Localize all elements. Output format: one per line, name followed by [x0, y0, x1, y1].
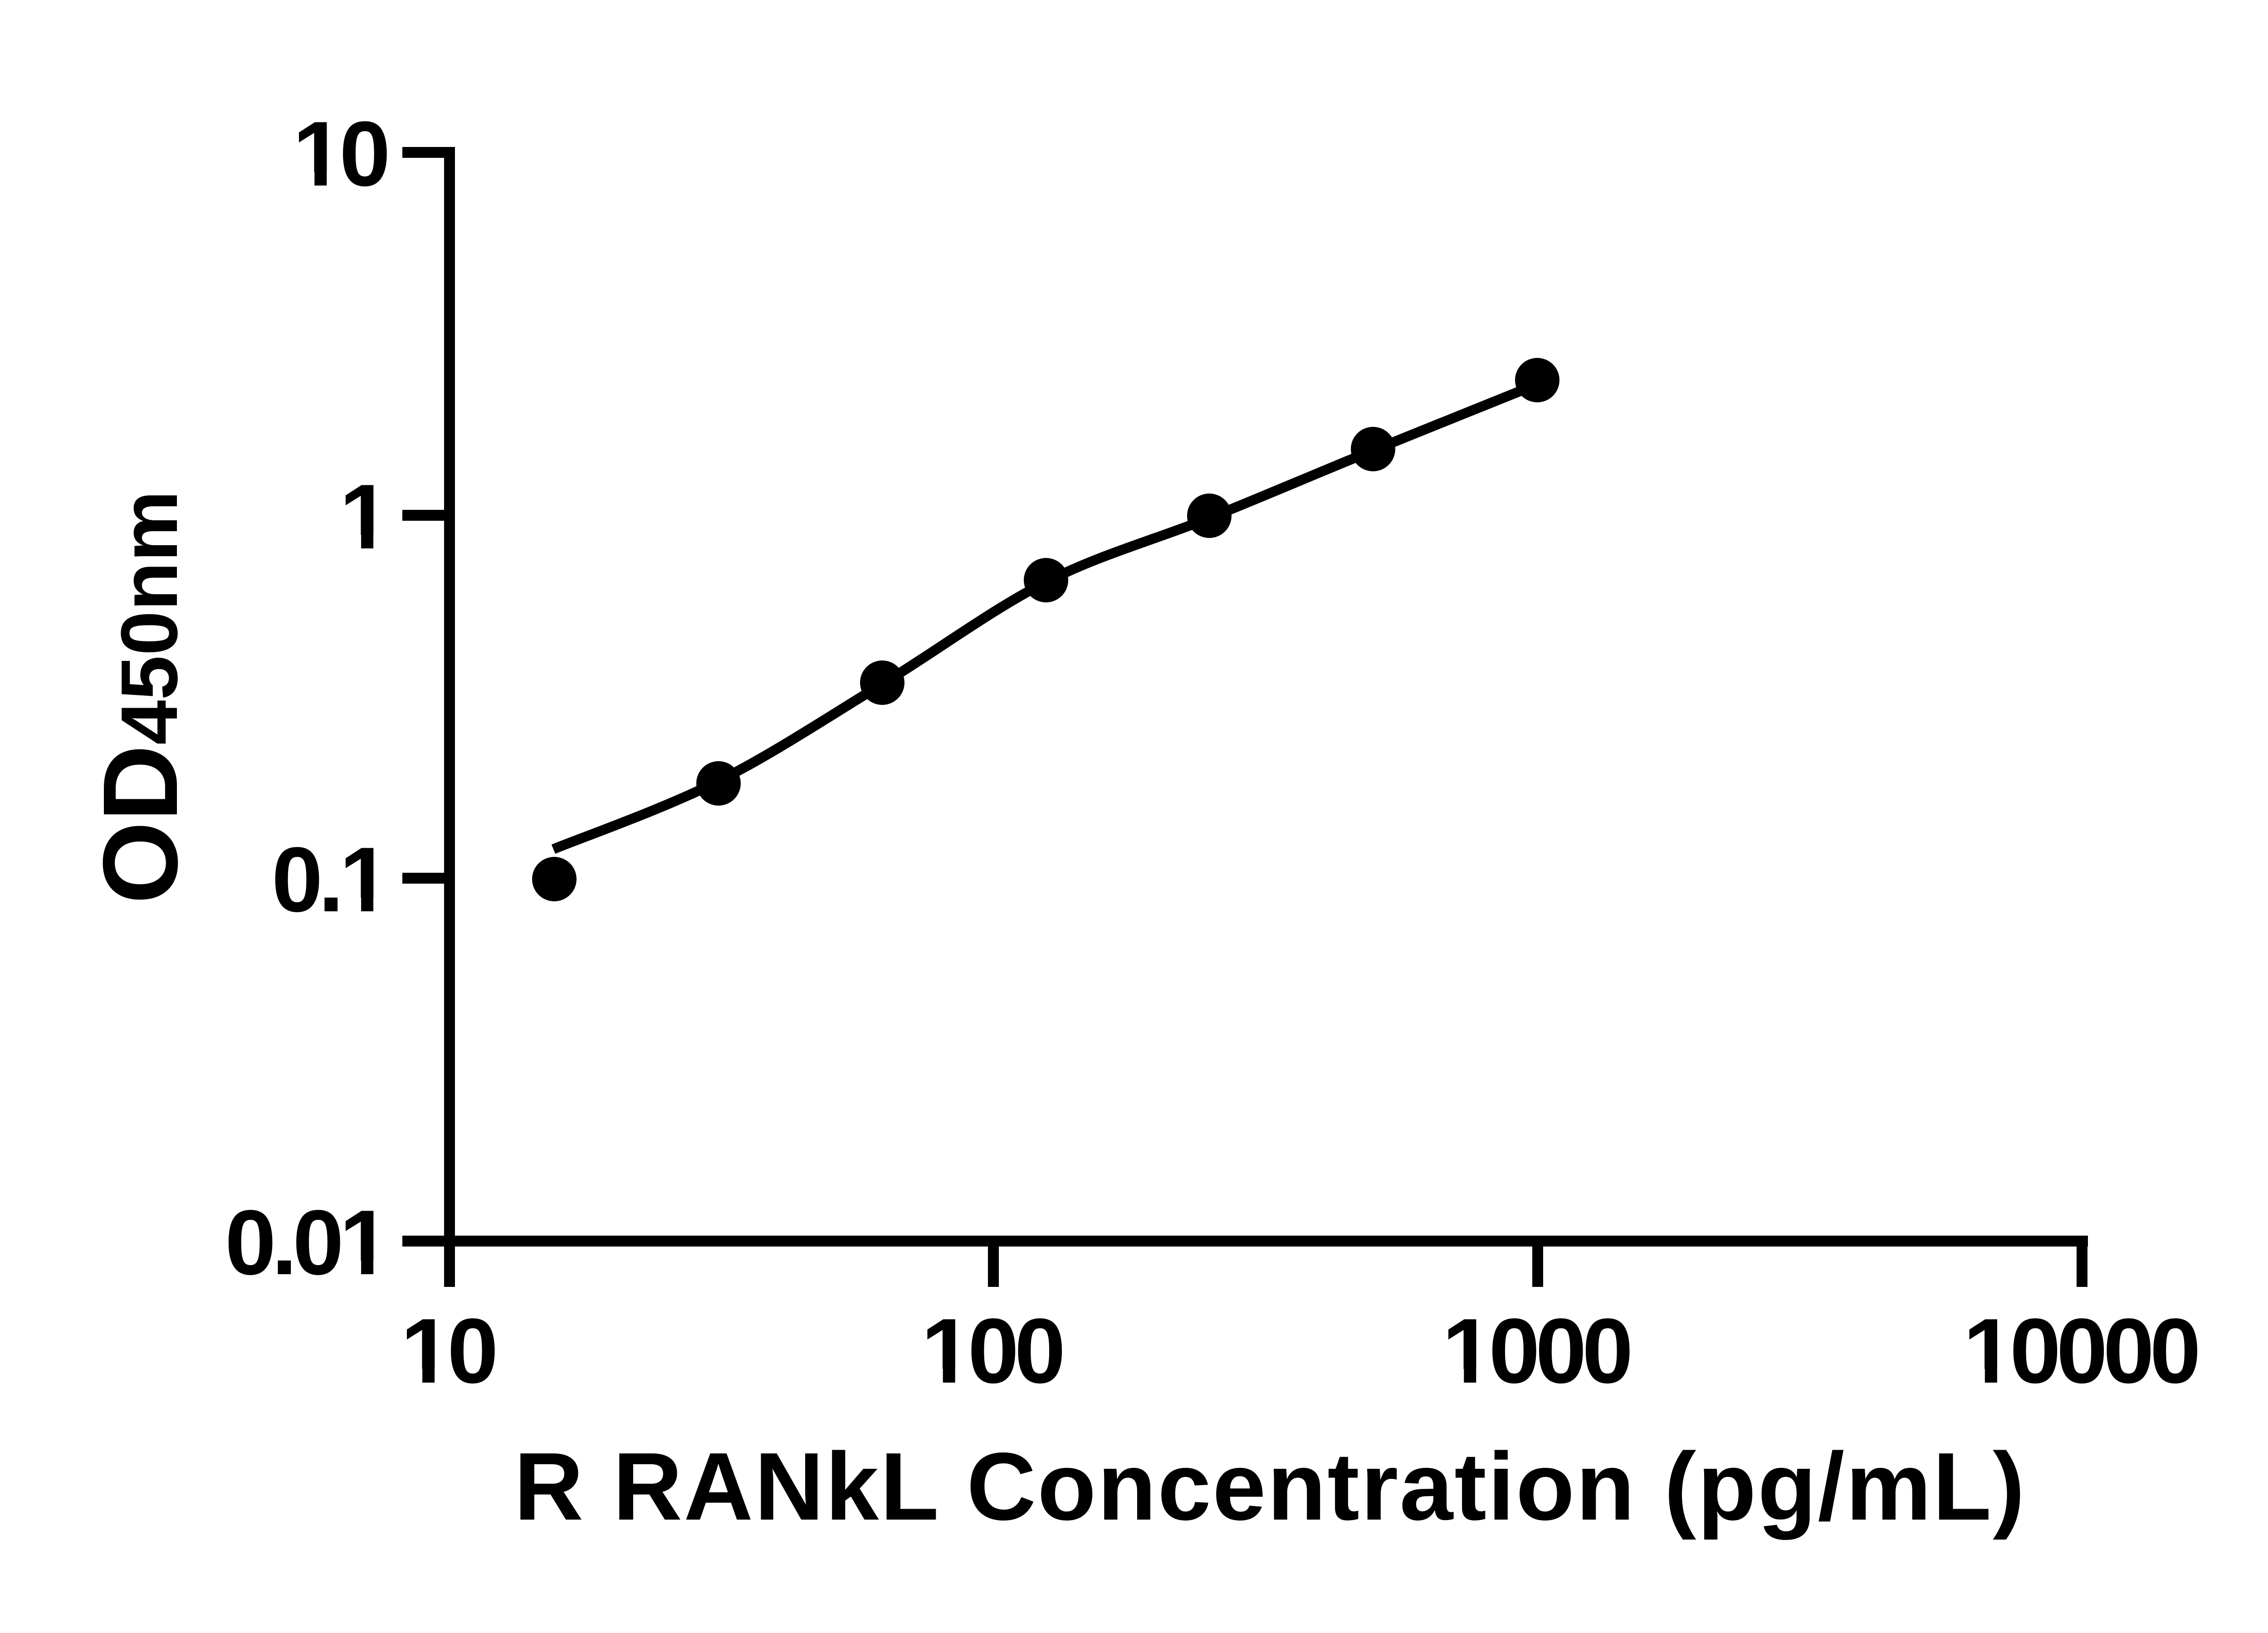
svg-text:10000: 10000 [1963, 1300, 2198, 1403]
svg-text:OD450nm: OD450nm [81, 490, 200, 904]
svg-text:1000: 1000 [1442, 1300, 1630, 1403]
svg-text:1: 1 [339, 465, 388, 568]
svg-text:10: 10 [293, 103, 387, 205]
svg-text:0.01: 0.01 [225, 1191, 388, 1294]
svg-text:10: 10 [401, 1300, 495, 1403]
svg-text:100: 100 [921, 1300, 1062, 1403]
svg-text:R RANkL Concentration (pg/mL): R RANkL Concentration (pg/mL) [514, 1433, 2026, 1540]
svg-text:0.1: 0.1 [272, 828, 388, 931]
